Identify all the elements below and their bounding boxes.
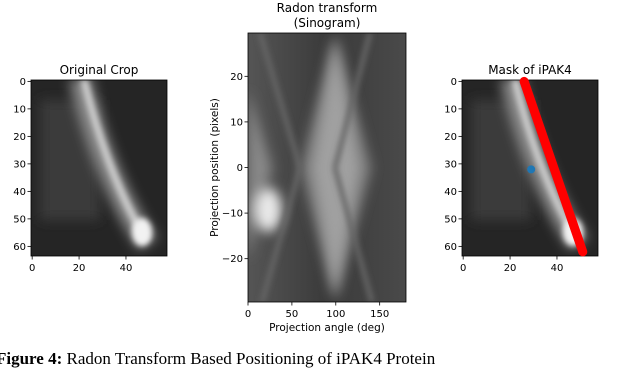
y-tick-label: 0 xyxy=(451,77,457,88)
x-tick-label: 0 xyxy=(29,263,35,274)
y-tick-label: 30 xyxy=(13,159,26,170)
y-tick-label: −20 xyxy=(222,254,243,265)
x-tick-label: 40 xyxy=(120,263,133,274)
x-tick-label: 0 xyxy=(460,263,466,274)
y-tick-label: 50 xyxy=(13,214,26,225)
y-tick-label: 40 xyxy=(13,187,26,198)
y-tick-label: 40 xyxy=(444,187,457,198)
y-tick-label: 60 xyxy=(444,242,457,253)
centroid-point xyxy=(527,165,536,174)
panel-title: Radon transform xyxy=(277,1,378,15)
axes-frame xyxy=(461,79,599,257)
x-tick-label: 20 xyxy=(504,263,517,274)
panel-title: Original Crop xyxy=(60,63,139,77)
x-tick-label: 100 xyxy=(326,309,345,320)
y-tick-label: 20 xyxy=(230,72,243,83)
y-tick-label: 0 xyxy=(237,163,243,174)
x-tick-label: 40 xyxy=(551,263,564,274)
x-tick-label: 20 xyxy=(73,263,86,274)
y-tick-label: 10 xyxy=(13,104,26,115)
y-tick-label: 50 xyxy=(444,214,457,225)
y-axis-label: Projection position (pixels) xyxy=(209,98,221,237)
panel-title: Mask of iPAK4 xyxy=(488,63,572,77)
y-tick-label: 0 xyxy=(20,77,26,88)
mask-line xyxy=(519,76,588,257)
sinogram-image xyxy=(248,33,406,302)
y-tick-label: 30 xyxy=(444,159,457,170)
x-tick-label: 50 xyxy=(286,309,299,320)
x-tick-label: 150 xyxy=(370,309,389,320)
caption-text: Radon Transform Based Positioning of iPA… xyxy=(67,349,436,368)
original-crop-image xyxy=(31,78,167,256)
y-tick-label: 20 xyxy=(13,132,26,143)
y-tick-label: 60 xyxy=(13,242,26,253)
y-tick-label: −10 xyxy=(222,209,243,220)
y-tick-label: 10 xyxy=(444,104,457,115)
x-axis-label: Projection angle (deg) xyxy=(269,322,385,334)
caption: Figure 4: Radon Transform Based Position… xyxy=(0,349,436,368)
y-tick-label: 20 xyxy=(444,132,457,143)
x-tick-label: 0 xyxy=(245,309,251,320)
axes-frame xyxy=(30,79,168,257)
caption-label: Figure 4: xyxy=(0,349,62,368)
y-tick-label: 10 xyxy=(230,117,243,128)
panel-subtitle: (Sinogram) xyxy=(294,16,361,30)
